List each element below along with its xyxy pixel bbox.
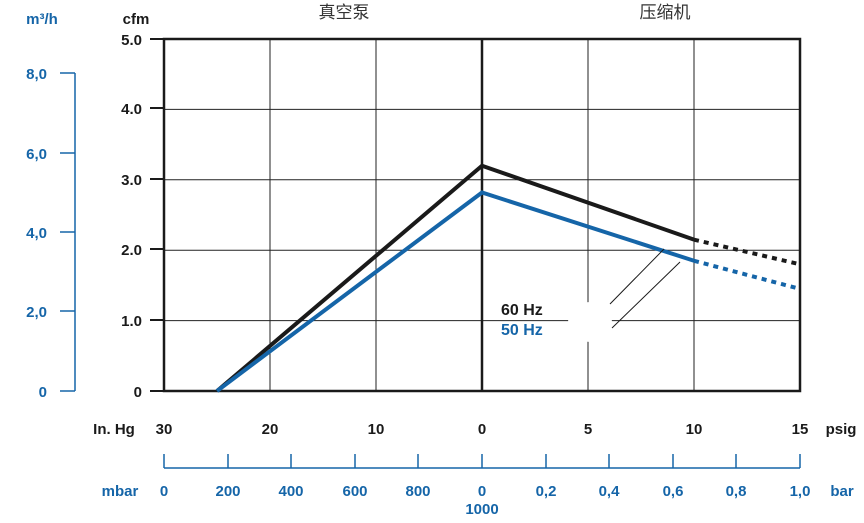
bar-tick-0-6: 0,6 [663,483,684,500]
mbar-tick-600: 600 [342,483,367,500]
x-tick-0: 0 [478,421,486,438]
series-layer [215,163,801,393]
x-tick-10-psig: 10 [686,421,703,438]
y-tick-cfm-0: 0 [134,384,142,401]
legend: 60 Hz 50 Hz [501,248,681,342]
mbar-tick-zero: 0 [478,483,486,500]
mbar-label: mbar [102,483,139,500]
x-tick-5: 5 [584,421,592,438]
x-axis-inhg-psig: In. Hg 30 20 10 0 5 10 15 psig [93,421,856,438]
x-tick-15: 15 [792,421,809,438]
bar-tick-1-0: 1,0 [790,483,811,500]
y-tick-m3h-3: 6,0 [26,146,47,163]
series-line-50hz [215,190,695,393]
y-tick-m3h-2: 4,0 [26,225,47,242]
bar-tick-0-8: 0,8 [726,483,747,500]
series-dotted-line-50hz [693,258,801,291]
y-tick-cfm-4: 4.0 [121,101,142,118]
x-axis-label-inhg: In. Hg [93,421,135,438]
y-axis-m3h: 0 2,0 4,0 6,0 8,0 [26,66,76,401]
mbar-tick-1000: 1000 [465,501,498,518]
series-dotted-line-60hz [693,237,801,267]
legend-leader-50hz [611,261,681,329]
y-tick-m3h-0: 0 [39,384,47,401]
mbar-tick-200: 200 [215,483,240,500]
x-tick-10: 10 [368,421,385,438]
bar-unit-label: bar [830,483,854,500]
y-tick-cfm-3: 3.0 [121,172,142,189]
y-tick-m3h-1: 2,0 [26,304,47,321]
region-label-compressor: 压缩机 [640,3,691,23]
y-tick-cfm-5: 5.0 [121,32,142,49]
plot-area [162,37,802,393]
cfm-unit-label: cfm [123,11,150,28]
legend-leader-60hz [609,248,665,305]
x-axis-unit-psig: psig [826,421,857,438]
y-axis-cfm: 0 1.0 2.0 3.0 4.0 5.0 [121,32,164,401]
y-tick-cfm-2: 2.0 [121,242,142,259]
mbar-tick-800: 800 [405,483,430,500]
mbar-tick-400: 400 [278,483,303,500]
m3h-unit-label: m³/h [26,11,58,28]
x-axis-mbar-bar: mbar 0 200 400 600 800 0 1000 0,2 0,4 0,… [102,454,854,518]
bar-tick-0-2: 0,2 [536,483,557,500]
region-label-vacuum-pump: 真空泵 [319,3,370,23]
y-tick-m3h-4: 8,0 [26,66,47,83]
series-line-60hz [215,163,695,393]
legend-50hz: 50 Hz [501,322,543,339]
mbar-tick-0: 0 [160,483,168,500]
legend-60hz: 60 Hz [501,302,543,319]
bar-tick-0-4: 0,4 [599,483,621,500]
y-tick-cfm-1: 1.0 [121,313,142,330]
x-tick-20: 20 [262,421,279,438]
x-tick-30: 30 [156,421,173,438]
legend-clearing [568,302,612,342]
